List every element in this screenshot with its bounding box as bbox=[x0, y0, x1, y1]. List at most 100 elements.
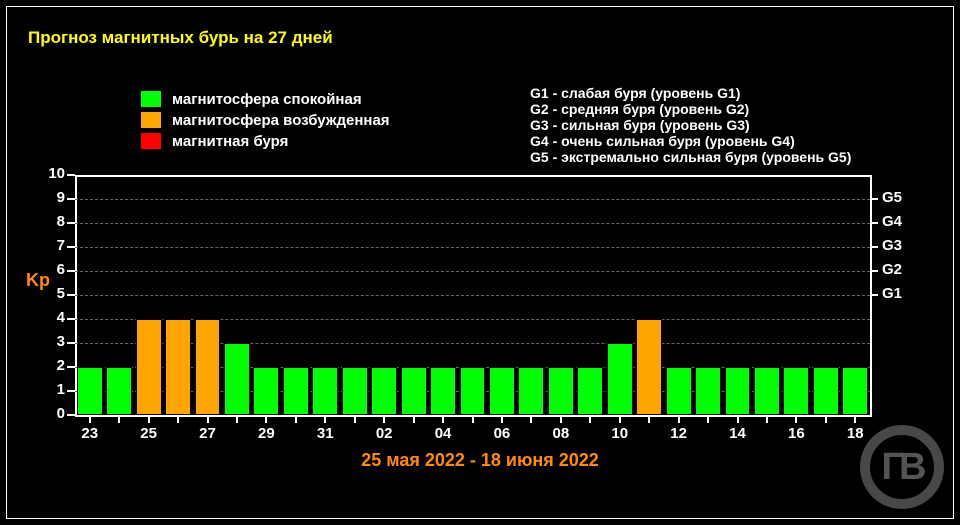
bar bbox=[342, 367, 368, 415]
legend-left: магнитосфера спокойнаямагнитосфера возбу… bbox=[140, 90, 390, 153]
y-tick-label: 8 bbox=[41, 213, 65, 230]
watermark-text: ГВ bbox=[860, 425, 944, 509]
gridline bbox=[75, 295, 870, 296]
bar bbox=[283, 367, 309, 415]
bar bbox=[754, 367, 780, 415]
bar bbox=[165, 319, 191, 415]
x-tick bbox=[560, 415, 562, 423]
y-tick bbox=[67, 342, 75, 344]
bar bbox=[312, 367, 338, 415]
bar bbox=[136, 319, 162, 415]
y-right-tick-label: G3 bbox=[882, 237, 912, 254]
legend-item: магнитосфера спокойная bbox=[140, 90, 390, 108]
y-right-tick-label: G5 bbox=[882, 189, 912, 206]
bar bbox=[577, 367, 603, 415]
y-tick-label: 4 bbox=[41, 309, 65, 326]
legend-right-line: G3 - сильная буря (уровень G3) bbox=[530, 117, 851, 133]
x-tick bbox=[766, 415, 768, 423]
y-right-tick bbox=[870, 246, 878, 248]
y-tick-label: 6 bbox=[41, 261, 65, 278]
x-tick-label: 02 bbox=[376, 425, 393, 442]
bar bbox=[842, 367, 868, 415]
x-axis-caption: 25 мая 2022 - 18 июня 2022 bbox=[0, 450, 960, 471]
x-tick-label: 16 bbox=[788, 425, 805, 442]
gridline bbox=[75, 271, 870, 272]
x-tick bbox=[118, 415, 120, 423]
x-tick bbox=[589, 415, 591, 423]
bar bbox=[460, 367, 486, 415]
y-tick-label: 5 bbox=[41, 285, 65, 302]
x-tick bbox=[619, 415, 621, 423]
x-tick-label: 12 bbox=[670, 425, 687, 442]
bar bbox=[106, 367, 132, 415]
x-tick-label: 25 bbox=[140, 425, 157, 442]
bar bbox=[77, 367, 103, 415]
chart-border-top bbox=[75, 175, 870, 177]
watermark-logo: ГВ bbox=[860, 425, 944, 509]
y-tick bbox=[67, 294, 75, 296]
x-tick bbox=[236, 415, 238, 423]
x-tick-label: 23 bbox=[81, 425, 98, 442]
y-right-tick bbox=[870, 222, 878, 224]
legend-right-line: G4 - очень сильная буря (уровень G4) bbox=[530, 133, 851, 149]
y-tick-label: 2 bbox=[41, 357, 65, 374]
y-tick bbox=[67, 414, 75, 416]
bar bbox=[401, 367, 427, 415]
gridline bbox=[75, 223, 870, 224]
y-tick-label: 7 bbox=[41, 237, 65, 254]
x-tick-label: 04 bbox=[435, 425, 452, 442]
y-right-tick-label: G1 bbox=[882, 285, 912, 302]
bar bbox=[430, 367, 456, 415]
x-tick bbox=[265, 415, 267, 423]
y-tick bbox=[67, 198, 75, 200]
x-tick bbox=[413, 415, 415, 423]
x-tick bbox=[854, 415, 856, 423]
x-tick bbox=[472, 415, 474, 423]
x-tick bbox=[501, 415, 503, 423]
x-tick bbox=[707, 415, 709, 423]
x-tick bbox=[530, 415, 532, 423]
legend-right-line: G5 - экстремально сильная буря (уровень … bbox=[530, 149, 851, 165]
x-tick-label: 18 bbox=[847, 425, 864, 442]
bar bbox=[195, 319, 221, 415]
bar bbox=[783, 367, 809, 415]
bar bbox=[253, 367, 279, 415]
x-tick bbox=[825, 415, 827, 423]
y-right-tick bbox=[870, 294, 878, 296]
y-right-tick bbox=[870, 270, 878, 272]
y-tick bbox=[67, 366, 75, 368]
gridline bbox=[75, 247, 870, 248]
y-tick bbox=[67, 246, 75, 248]
legend-label: магнитная буря bbox=[172, 133, 288, 150]
x-tick bbox=[383, 415, 385, 423]
y-tick-label: 3 bbox=[41, 333, 65, 350]
legend-swatch bbox=[140, 132, 162, 150]
gridline bbox=[75, 199, 870, 200]
x-tick bbox=[207, 415, 209, 423]
x-tick-label: 08 bbox=[552, 425, 569, 442]
bar bbox=[636, 319, 662, 415]
y-tick bbox=[67, 222, 75, 224]
bar bbox=[548, 367, 574, 415]
x-tick-label: 27 bbox=[199, 425, 216, 442]
y-right-tick-label: G4 bbox=[882, 213, 912, 230]
legend-swatch bbox=[140, 90, 162, 108]
legend-right-line: G2 - средняя буря (уровень G2) bbox=[530, 101, 851, 117]
y-tick-label: 10 bbox=[41, 165, 65, 182]
x-tick bbox=[354, 415, 356, 423]
y-tick-label: 9 bbox=[41, 189, 65, 206]
x-tick-label: 31 bbox=[317, 425, 334, 442]
x-tick bbox=[89, 415, 91, 423]
x-tick-label: 29 bbox=[258, 425, 275, 442]
bar bbox=[813, 367, 839, 415]
x-tick-label: 10 bbox=[611, 425, 628, 442]
bar bbox=[489, 367, 515, 415]
x-tick bbox=[678, 415, 680, 423]
x-tick bbox=[648, 415, 650, 423]
bar bbox=[224, 343, 250, 415]
legend-swatch bbox=[140, 111, 162, 129]
bar bbox=[695, 367, 721, 415]
x-tick bbox=[177, 415, 179, 423]
x-tick bbox=[737, 415, 739, 423]
legend-right-line: G1 - слабая буря (уровень G1) bbox=[530, 85, 851, 101]
